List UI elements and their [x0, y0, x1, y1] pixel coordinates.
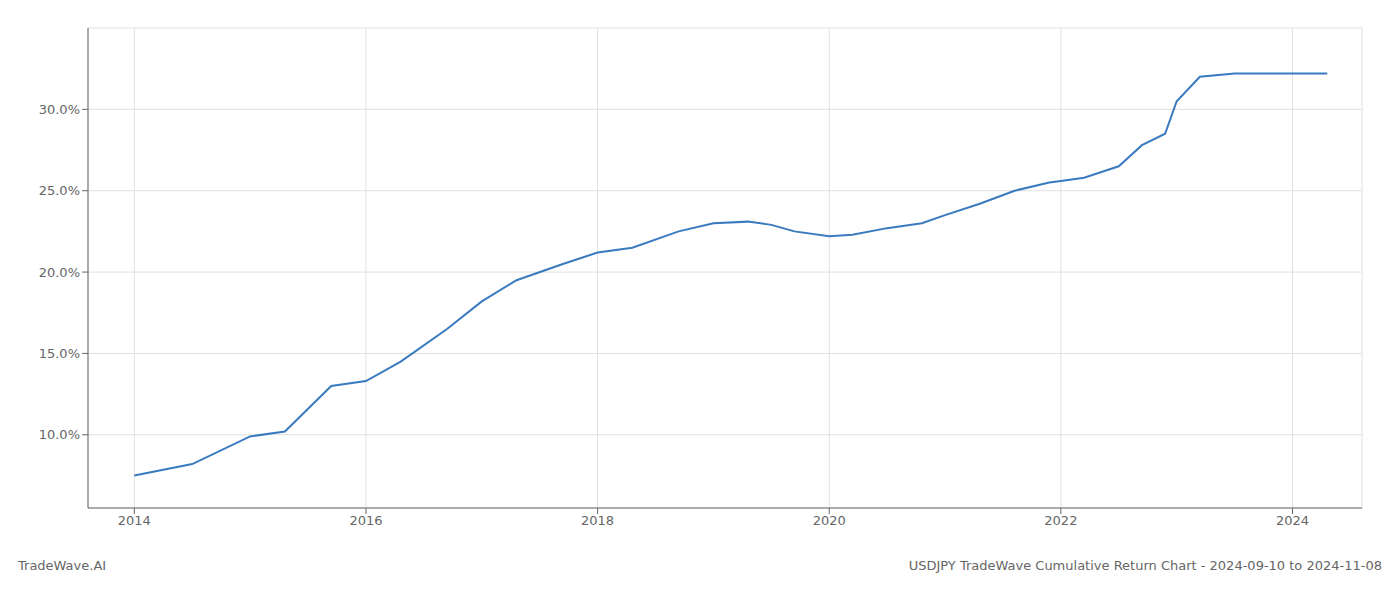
html-text:TradeWave.AI: TradeWave.AI	[18, 558, 107, 573]
svg-text:10.0%: 10.0%	[39, 427, 80, 442]
html-text:USDJPY TradeWave Cumulative Re: USDJPY TradeWave Cumulative Return Chart…	[908, 558, 1382, 573]
svg-text:2018: 2018	[581, 513, 614, 528]
svg-text:2020: 2020	[813, 513, 846, 528]
svg-text:30.0%: 30.0%	[39, 102, 80, 117]
svg-text:2014: 2014	[118, 513, 151, 528]
svg-text:25.0%: 25.0%	[39, 183, 80, 198]
svg-text:15.0%: 15.0%	[39, 346, 80, 361]
svg-text:20.0%: 20.0%	[39, 265, 80, 280]
svg-text:2022: 2022	[1044, 513, 1077, 528]
svg-text:2016: 2016	[349, 513, 382, 528]
svg-text:2024: 2024	[1276, 513, 1309, 528]
